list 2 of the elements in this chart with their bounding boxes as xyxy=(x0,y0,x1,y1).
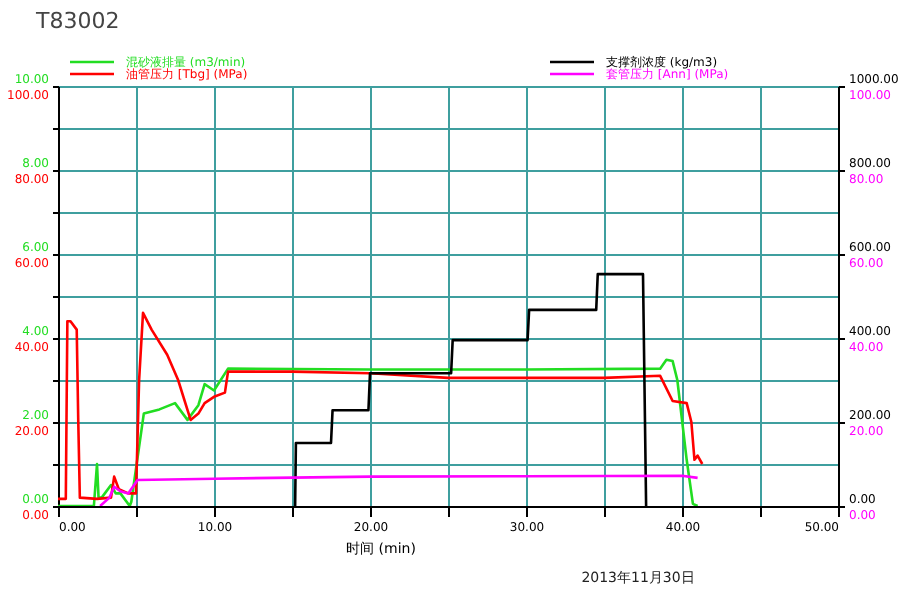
line-series xyxy=(58,358,699,506)
chart-title: T83002 xyxy=(34,8,120,34)
